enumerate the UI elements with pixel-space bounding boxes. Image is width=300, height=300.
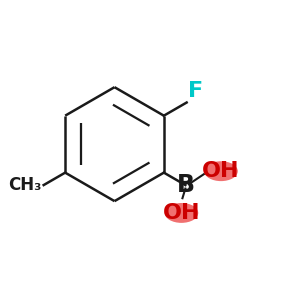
Text: B: B	[176, 173, 194, 197]
Text: OH: OH	[202, 161, 240, 181]
Text: CH₃: CH₃	[8, 176, 41, 194]
Text: F: F	[188, 81, 203, 101]
Ellipse shape	[204, 161, 238, 181]
Ellipse shape	[165, 203, 198, 223]
Text: OH: OH	[163, 203, 200, 223]
